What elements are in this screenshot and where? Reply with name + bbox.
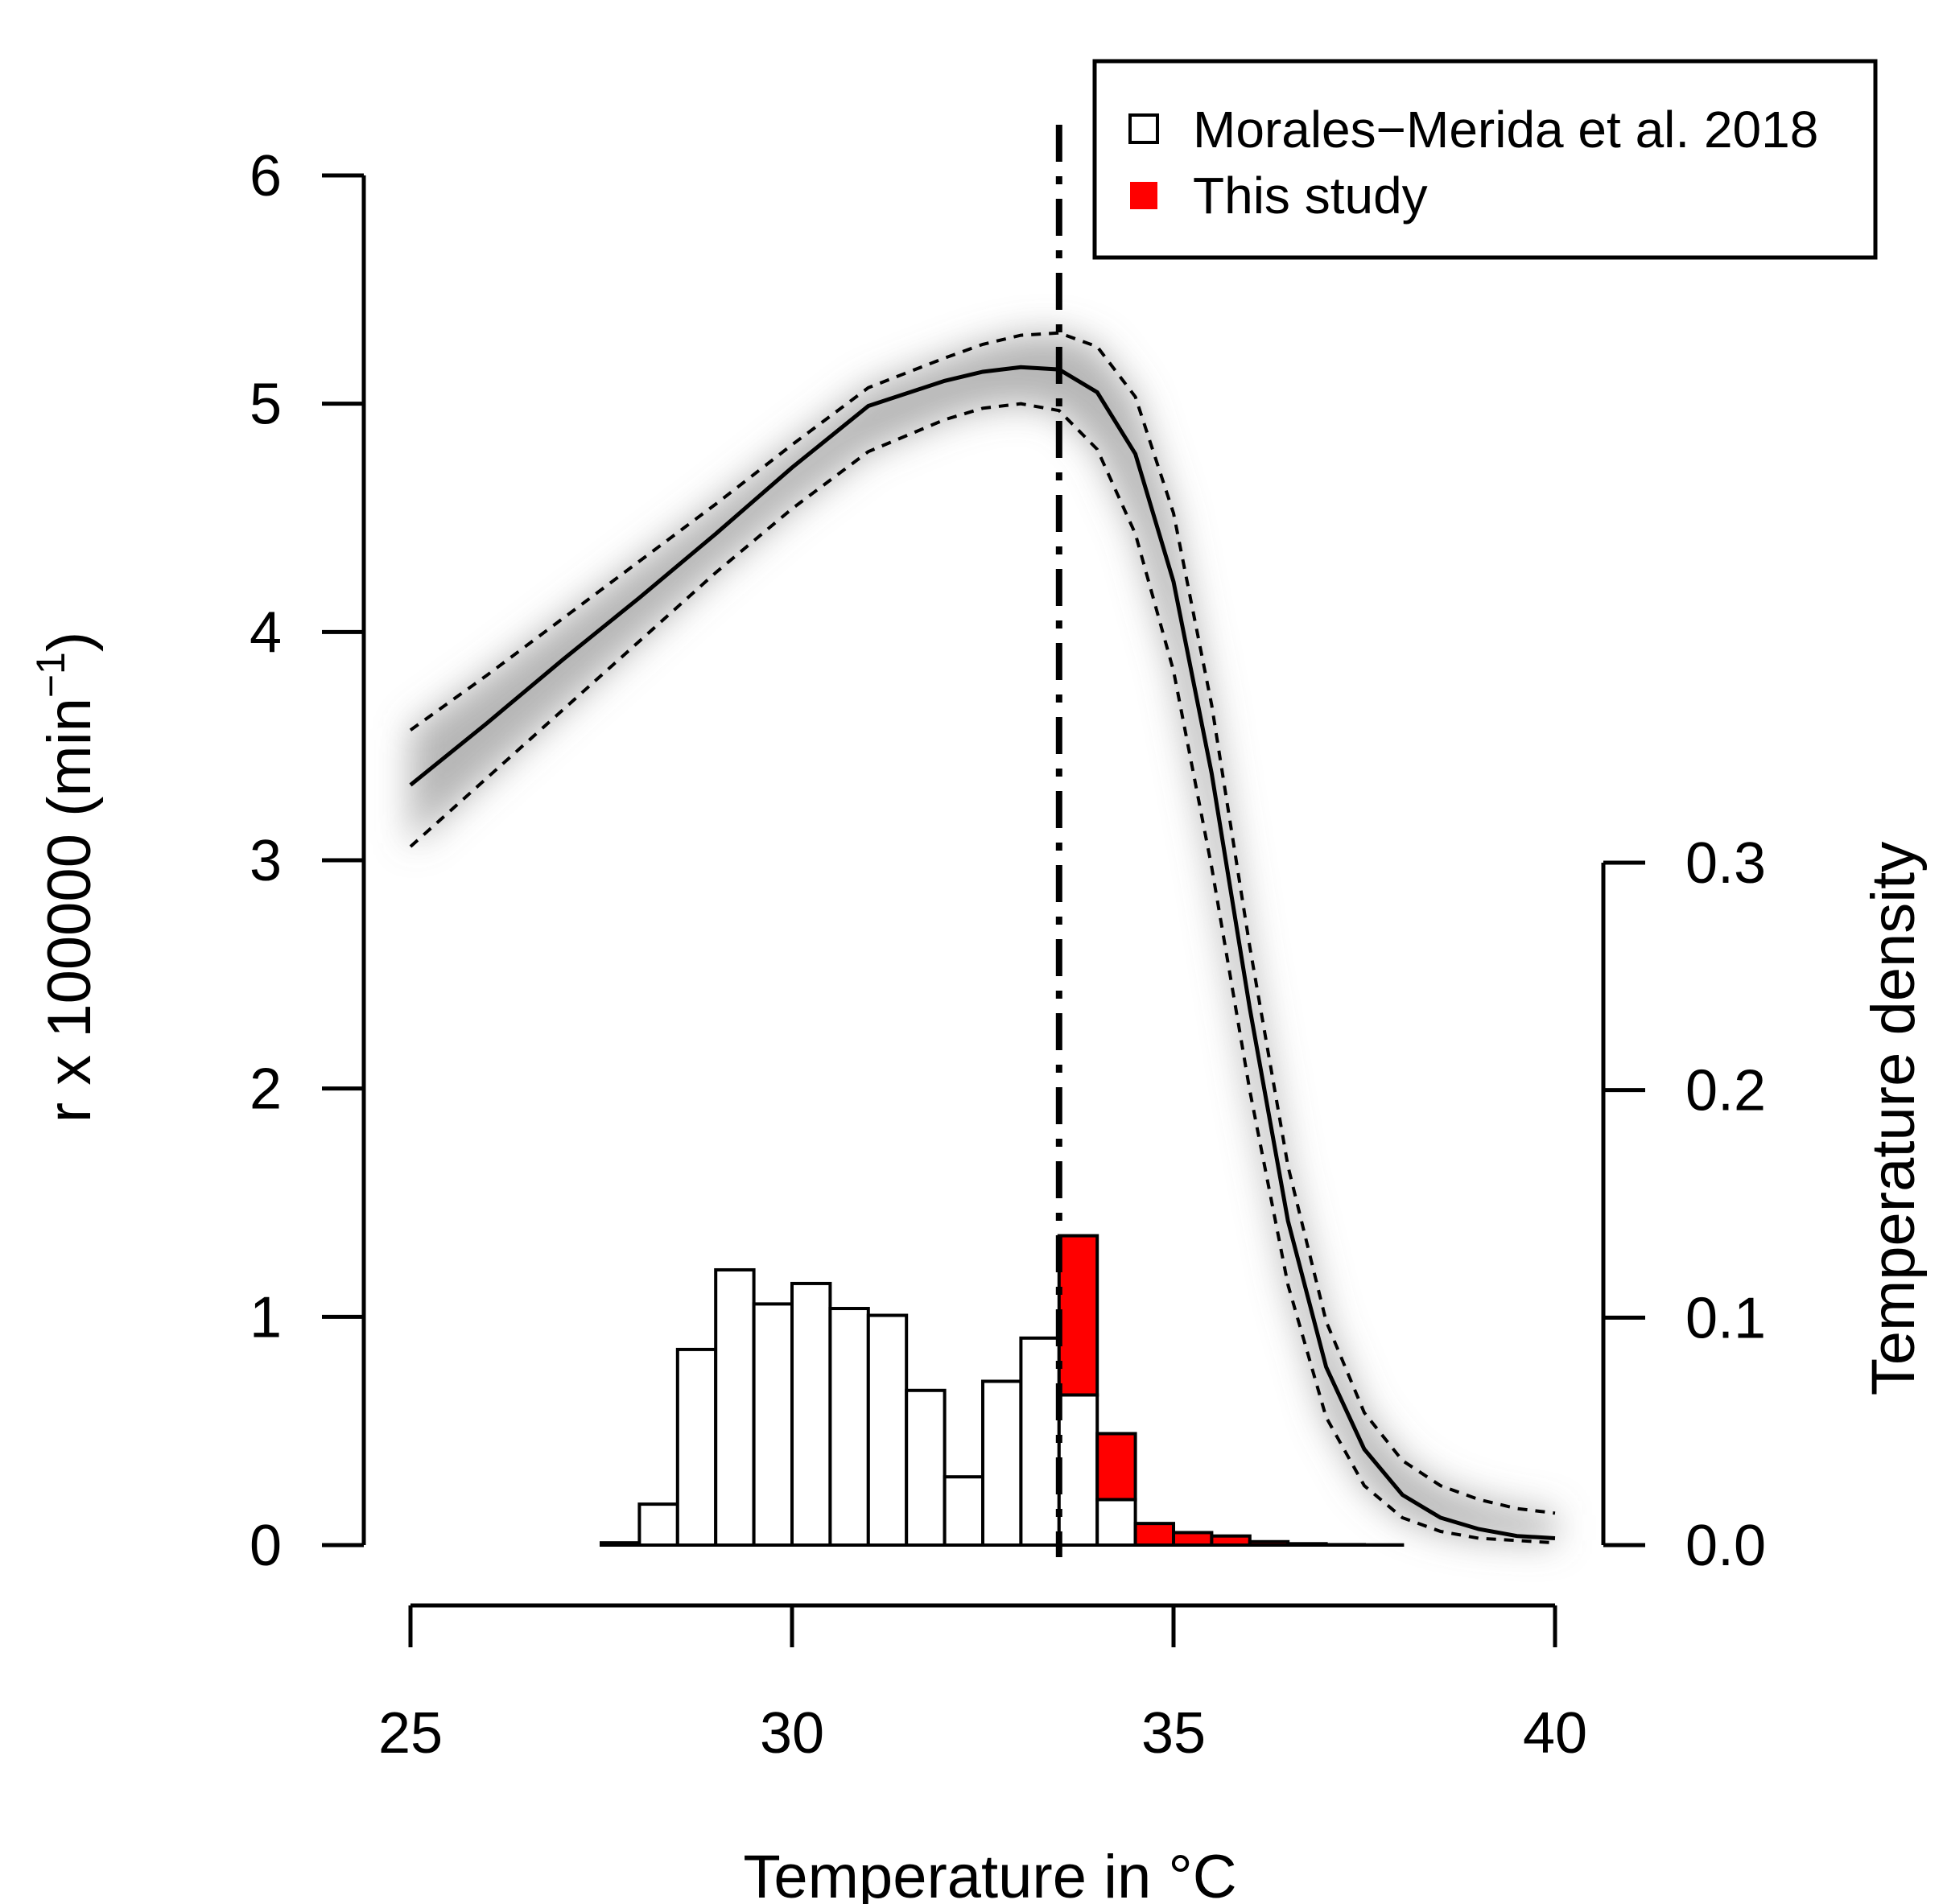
x-tick-label: 40 — [1523, 1701, 1587, 1766]
histogram-bar — [1057, 1393, 1099, 1547]
y-tick-label: 4 — [250, 600, 282, 665]
legend-box — [1092, 59, 1878, 260]
histogram-bar-this-study — [1057, 1234, 1099, 1397]
histogram-bar — [1095, 1498, 1137, 1548]
histogram-bar — [1019, 1336, 1061, 1547]
confidence-band — [410, 332, 1555, 1543]
y2-tick-label: 0.2 — [1685, 1059, 1766, 1123]
x-tick-label: 30 — [760, 1701, 824, 1766]
y2-tick-label: 0.0 — [1685, 1514, 1766, 1578]
y-tick-label: 5 — [250, 373, 282, 437]
histogram-bar-this-study — [1248, 1539, 1290, 1548]
x-tick-label: 25 — [378, 1701, 443, 1766]
legend: Morales−Merida et al. 2018 This study — [1092, 59, 1878, 260]
legend-label-morales: Morales−Merida et al. 2018 — [1193, 101, 1818, 159]
y-tick-label: 2 — [250, 1057, 282, 1122]
axes: 0 1 2 3 4 5 6 0.0 0.1 0.2 0.3 25 30 35 40 — [250, 144, 1766, 1766]
histogram-bar — [828, 1307, 870, 1547]
y-tick-label: 0 — [250, 1514, 282, 1578]
histogram-bar — [714, 1267, 756, 1548]
histogram-bar-this-study — [1286, 1542, 1328, 1547]
histogram-bar-this-study — [1210, 1534, 1252, 1548]
y2-tick-label: 0.3 — [1685, 831, 1766, 896]
histogram-bar — [790, 1281, 832, 1548]
rate-curve-fit — [409, 365, 1556, 1540]
legend-label-this-study: This study — [1193, 167, 1428, 225]
rate-curves — [409, 125, 1556, 1557]
histogram-bar — [637, 1502, 679, 1547]
x-axis-label: Temperature in °C — [743, 1843, 1236, 1904]
histogram-bar-this-study — [1172, 1531, 1214, 1548]
legend-key-this-study — [1130, 182, 1157, 209]
legend-key-morales — [1128, 113, 1159, 144]
density-histogram — [600, 1234, 1405, 1548]
y-tick-label: 6 — [250, 144, 282, 208]
x-tick-label: 35 — [1141, 1701, 1206, 1766]
histogram-bar — [943, 1475, 984, 1547]
histogram-bar-this-study — [1095, 1432, 1137, 1502]
histogram-bar — [752, 1302, 794, 1547]
histogram-bar — [600, 1541, 641, 1548]
y2-axis-label: Temperature density — [1859, 842, 1928, 1396]
rate-curve-ci — [409, 331, 1556, 1515]
histogram-bar — [866, 1313, 909, 1548]
histogram-bar — [905, 1388, 947, 1547]
y-tick-label: 1 — [250, 1285, 282, 1350]
histogram-bar-this-study — [1133, 1522, 1175, 1547]
ci-band-shadow — [410, 332, 1555, 1543]
y-tick-label: 3 — [250, 829, 282, 893]
y2-tick-label: 0.1 — [1685, 1286, 1766, 1350]
histogram-bar — [981, 1379, 1023, 1547]
y-axis-label: r x 100000 (min−1) — [28, 632, 104, 1123]
histogram-bar — [675, 1347, 718, 1547]
rate-curve-ci — [409, 402, 1556, 1545]
histogram-bar-this-study — [1324, 1543, 1366, 1548]
